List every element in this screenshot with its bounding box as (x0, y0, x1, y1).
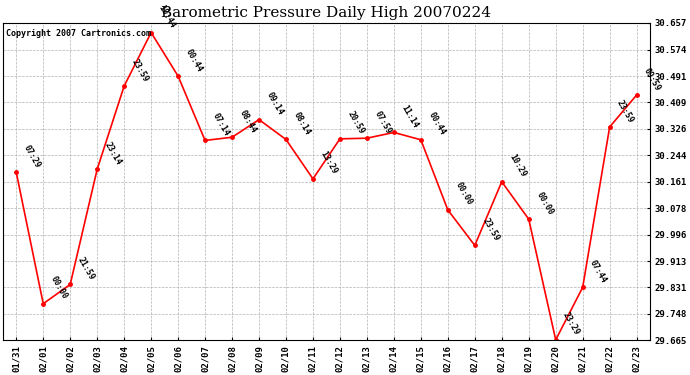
Text: 23:59: 23:59 (615, 98, 635, 124)
Text: 09:14: 09:14 (264, 91, 285, 117)
Text: 11:14: 11:14 (400, 104, 420, 130)
Text: 00:44: 00:44 (184, 47, 204, 74)
Text: 13:29: 13:29 (319, 150, 339, 176)
Text: 07:59: 07:59 (373, 109, 393, 135)
Text: 23:59: 23:59 (130, 57, 150, 83)
Text: 10:44: 10:44 (157, 4, 177, 30)
Text: 07:14: 07:14 (210, 111, 231, 138)
Text: 07:29: 07:29 (22, 144, 42, 170)
Title: Barometric Pressure Daily High 20070224: Barometric Pressure Daily High 20070224 (161, 6, 491, 20)
Text: 00:44: 00:44 (426, 111, 446, 137)
Text: 23:14: 23:14 (103, 140, 123, 166)
Text: 07:44: 07:44 (589, 258, 609, 285)
Text: Copyright 2007 Cartronics.com: Copyright 2007 Cartronics.com (6, 29, 151, 38)
Text: 08:14: 08:14 (292, 111, 312, 137)
Text: 10:29: 10:29 (507, 153, 528, 179)
Text: 23:29: 23:29 (561, 311, 582, 337)
Text: 09:59: 09:59 (642, 66, 662, 92)
Text: 23:59: 23:59 (480, 216, 501, 243)
Text: 21:59: 21:59 (76, 255, 96, 282)
Text: 00:00: 00:00 (534, 190, 555, 216)
Text: 20:59: 20:59 (346, 110, 366, 136)
Text: 08:44: 08:44 (237, 108, 258, 135)
Text: 00:00: 00:00 (453, 181, 473, 207)
Text: 00:00: 00:00 (49, 275, 69, 301)
